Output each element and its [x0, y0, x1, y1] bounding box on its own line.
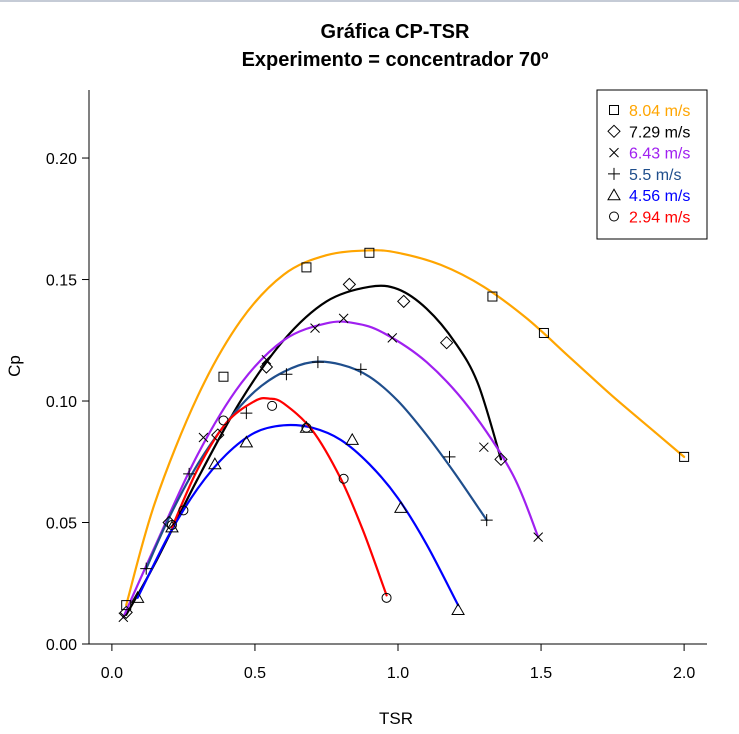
data-point-square — [218, 371, 229, 382]
data-point-circle — [338, 473, 349, 484]
data-point-square — [364, 247, 375, 258]
data-point-square — [487, 291, 498, 302]
data-point-plus — [443, 450, 456, 463]
x-axis-ticks: 0.0 0.5 1.0 1.5 2.0 — [101, 644, 695, 682]
chart-subtitle: Experimento = concentrador 70º — [242, 49, 549, 71]
data-point-cross — [310, 323, 320, 333]
x-axis-label: TSR — [379, 709, 413, 728]
x-tick-label: 1.0 — [387, 665, 409, 682]
data-point-triangle — [165, 520, 179, 533]
data-point-square — [679, 451, 690, 462]
data-point-diamond — [494, 452, 508, 467]
legend-label: 8.04 m/s — [629, 103, 690, 120]
data-point-diamond — [342, 277, 357, 292]
legend: 8.04 m/s 7.29 m/s 6.43 m/s 5.5 m/s 4.56 m/s 2… — [596, 89, 708, 240]
data-point-diamond — [259, 360, 274, 374]
legend-marker-plus — [608, 167, 620, 180]
data-point-cross — [338, 313, 349, 324]
data-point-circle — [301, 422, 312, 433]
data-point-triangle — [451, 602, 465, 615]
window-top-border — [0, 0, 739, 2]
legend-marker-circle — [609, 211, 619, 222]
data-point-cross — [261, 354, 272, 365]
data-point-cross — [533, 532, 544, 542]
fitted-curves — [122, 249, 686, 619]
y-tick-label: 0.00 — [46, 637, 77, 654]
data-point-diamond — [397, 294, 411, 309]
data-point-circle — [267, 400, 278, 411]
data-point-diamond — [119, 605, 133, 620]
y-axis-ticks: 0.00 0.05 0.10 0.15 0.20 — [46, 151, 89, 654]
data-point-plus — [311, 356, 324, 369]
data-point-plus — [140, 562, 153, 575]
data-point-cross — [478, 442, 489, 453]
series-curve — [125, 249, 686, 607]
series-curve — [170, 397, 388, 597]
chart-title: Gráfica CP-TSR — [321, 21, 470, 43]
legend-marker-cross — [609, 147, 619, 158]
x-tick-label: 1.5 — [530, 665, 552, 682]
legend-marker-square — [609, 105, 619, 115]
x-tick-label: 0.0 — [101, 665, 123, 682]
data-point-plus — [354, 363, 367, 376]
data-point-plus — [183, 467, 196, 480]
legend-marker-diamond — [607, 124, 621, 139]
data-point-plus — [480, 514, 493, 527]
series-curve — [136, 423, 460, 607]
data-point-triangle — [208, 457, 222, 470]
series-curve — [122, 320, 540, 619]
data-point-square — [121, 600, 132, 611]
legend-label: 2.94 m/s — [629, 210, 690, 227]
data-point-square — [538, 327, 549, 338]
legend-label: 4.56 m/s — [629, 188, 690, 205]
y-axis-label: Cp — [5, 355, 24, 377]
data-point-diamond — [439, 335, 454, 350]
x-tick-label: 0.5 — [244, 665, 266, 682]
data-point-circle — [381, 592, 392, 603]
data-point-triangle — [130, 590, 145, 603]
y-tick-label: 0.20 — [46, 151, 77, 168]
series-curve — [125, 284, 503, 616]
y-tick-label: 0.05 — [46, 516, 77, 533]
series-curve — [145, 360, 488, 570]
data-point-diamond — [211, 428, 225, 442]
data-point-circle — [178, 505, 189, 516]
data-point-markers — [118, 247, 690, 623]
legend-marker-triangle — [607, 188, 621, 201]
data-point-circle — [166, 519, 177, 530]
data-point-cross — [387, 332, 398, 343]
data-point-circle — [218, 415, 229, 426]
data-point-triangle — [393, 500, 408, 513]
legend-label: 5.5 m/s — [629, 167, 681, 184]
y-tick-label: 0.15 — [46, 273, 77, 290]
y-tick-label: 0.10 — [46, 394, 77, 411]
legend-label: 6.43 m/s — [629, 146, 690, 163]
data-point-square — [301, 262, 312, 273]
legend-label: 7.29 m/s — [629, 124, 690, 141]
x-tick-label: 2.0 — [673, 665, 695, 682]
data-point-cross — [118, 612, 129, 623]
data-point-triangle — [345, 432, 360, 445]
data-point-plus — [240, 407, 253, 420]
data-point-cross — [198, 432, 209, 443]
data-point-plus — [280, 368, 293, 381]
data-point-triangle — [239, 435, 254, 448]
